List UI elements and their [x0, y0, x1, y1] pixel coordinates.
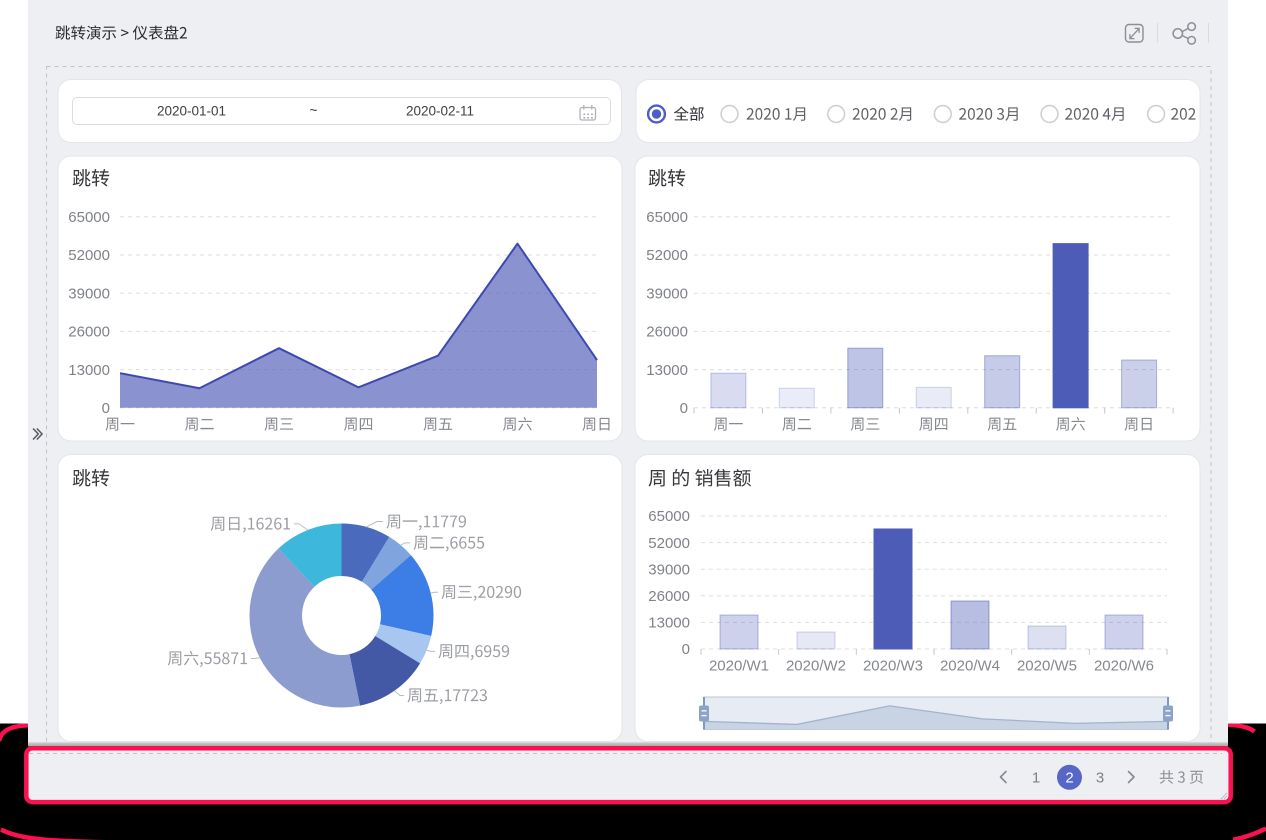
svg-text:2020-02-11: 2020-02-11 [406, 104, 474, 119]
svg-text:2020-01-01: 2020-01-01 [157, 104, 226, 119]
svg-text:2020/W6: 2020/W6 [1094, 658, 1154, 675]
svg-text:2020/W4: 2020/W4 [940, 658, 1000, 675]
svg-text:39000: 39000 [646, 285, 688, 302]
svg-text:52000: 52000 [648, 535, 690, 552]
svg-text:~: ~ [310, 103, 318, 118]
svg-text:13000: 13000 [646, 362, 688, 379]
svg-text:2020/W1: 2020/W1 [709, 658, 769, 675]
svg-text:65000: 65000 [646, 209, 688, 226]
svg-text:0: 0 [680, 400, 688, 417]
svg-text:1: 1 [1032, 769, 1040, 786]
svg-text:2020/W2: 2020/W2 [786, 658, 846, 675]
svg-text:65000: 65000 [648, 508, 690, 525]
svg-text:39000: 39000 [648, 561, 690, 578]
svg-text:3: 3 [1096, 769, 1104, 786]
svg-text:0: 0 [682, 641, 690, 658]
svg-text:39000: 39000 [68, 285, 110, 302]
svg-text:26000: 26000 [646, 324, 688, 341]
svg-text:52000: 52000 [646, 247, 688, 264]
svg-text:65000: 65000 [68, 209, 110, 226]
svg-text:13000: 13000 [648, 615, 690, 632]
svg-text:52000: 52000 [68, 247, 110, 264]
svg-text:26000: 26000 [68, 324, 110, 341]
svg-text:13000: 13000 [68, 362, 110, 379]
svg-text:2020/W3: 2020/W3 [863, 658, 923, 675]
svg-text:2: 2 [1065, 770, 1073, 787]
svg-text:2020/W5: 2020/W5 [1017, 658, 1077, 675]
svg-text:26000: 26000 [648, 588, 690, 605]
svg-text:0: 0 [102, 400, 110, 417]
